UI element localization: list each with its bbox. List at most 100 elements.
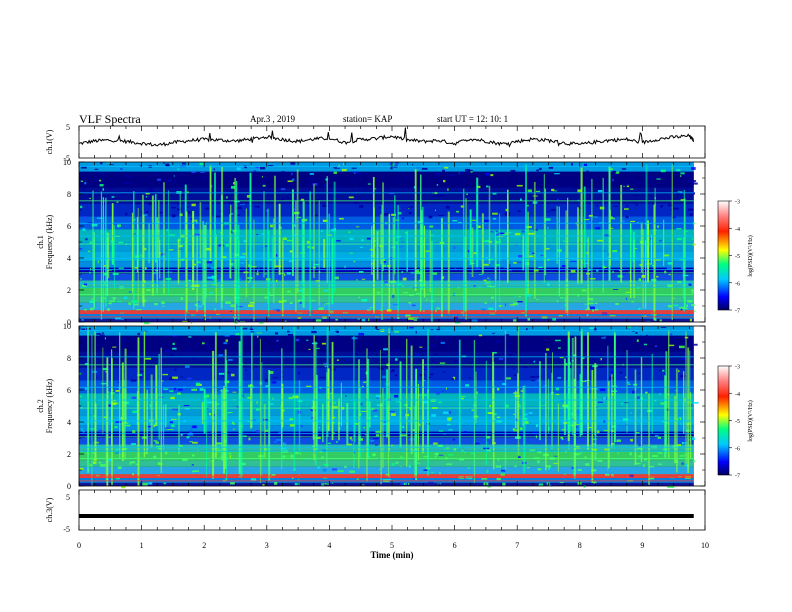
spectrogram-cell <box>257 184 260 187</box>
spectrogram-cell <box>549 271 553 273</box>
spectrogram-cell <box>489 405 491 407</box>
spectrogram-cell <box>322 449 328 452</box>
spectrogram-cell <box>625 216 629 219</box>
spectrogram-cell <box>250 342 256 345</box>
spectrogram-cell <box>184 365 190 369</box>
spectrogram-cell <box>128 177 132 178</box>
spectrogram-band <box>79 296 694 303</box>
spectrogram-cell <box>117 301 122 303</box>
spectrogram-cell <box>504 265 507 269</box>
cb1-tick-label: -7 <box>735 309 740 315</box>
spectrogram-cell <box>469 273 472 274</box>
spectrogram-cell <box>363 426 366 429</box>
spectrogram-cell <box>652 184 655 186</box>
spectrogram-cell <box>284 274 286 276</box>
spectrogram-cell <box>371 408 375 410</box>
spectrogram-cell <box>495 241 501 244</box>
spectrogram-cell <box>294 224 296 227</box>
spectrogram-cell <box>561 438 564 441</box>
spectrogram-cell <box>654 345 657 348</box>
cb2-tick-label: -4 <box>735 392 740 398</box>
spectrogram-cell <box>370 263 375 265</box>
spectrogram-cell <box>320 230 323 232</box>
spectrogram-cell <box>290 162 296 165</box>
spectrogram-cell <box>282 237 287 240</box>
spectrogram-cell <box>160 177 163 180</box>
spectrogram-cell <box>409 327 414 329</box>
spectrogram-cell <box>256 430 261 433</box>
spectrogram-cell <box>654 400 657 402</box>
spectrogram-cell <box>194 219 198 222</box>
spectrogram-cell <box>559 356 564 359</box>
spectrogram-cell <box>349 436 352 440</box>
spectrogram-cell <box>483 263 489 266</box>
spectrogram-burst <box>414 169 417 291</box>
spectrogram-cell <box>492 192 497 195</box>
spectrogram-burst <box>368 401 371 428</box>
spectrogram-cell <box>460 311 465 315</box>
spectrogram-cell <box>551 188 555 192</box>
spectrogram-cell <box>398 282 403 286</box>
spectrogram-cell <box>236 214 240 216</box>
spectrogram-cell <box>322 468 327 472</box>
spectrogram-cell <box>537 460 540 464</box>
spectrogram-cell <box>209 316 211 319</box>
spectrogram-line <box>79 433 694 435</box>
spectrogram-cell <box>265 209 269 212</box>
spectrogram-cell <box>401 217 405 220</box>
spectrogram-cell <box>355 423 358 425</box>
spectrogram-cell <box>150 423 157 425</box>
spectrogram-cell <box>115 390 120 392</box>
spectrogram-cell <box>395 461 399 464</box>
spectrogram-cell <box>451 378 454 381</box>
start-time-label: start UT = 12: 10: 1 <box>437 114 508 124</box>
spectrogram-cell <box>382 434 388 437</box>
spectrogram-cell <box>177 392 181 395</box>
spectrogram-cell <box>635 432 640 434</box>
spectrogram-cell <box>453 316 459 319</box>
spectrogram-cell <box>523 365 528 368</box>
spectrogram-cell <box>523 420 529 423</box>
spectrogram-cell <box>132 410 138 413</box>
spectrogram-cell <box>547 211 550 213</box>
spectrogram-cell <box>131 396 137 399</box>
spectrogram-burst <box>143 331 146 458</box>
spectrogram-cell <box>250 478 257 482</box>
spectrogram-cell <box>581 357 585 359</box>
spectrogram-cell <box>412 304 416 307</box>
spectrogram-cell <box>393 304 399 306</box>
spectrogram-cell <box>171 424 175 427</box>
spectrogram-cell <box>472 320 477 323</box>
cb1-tick-label: -5 <box>735 254 740 260</box>
spectrogram-cell <box>586 240 588 242</box>
spectrogram-cell <box>103 228 107 231</box>
spectrogram-cell <box>218 372 225 375</box>
spectrogram-cell <box>215 279 221 282</box>
spectrogram-line <box>79 243 694 245</box>
spectrogram-cell <box>231 421 234 424</box>
spectrogram-cell <box>626 204 628 208</box>
spectrogram-cell <box>632 390 637 394</box>
spectrogram-burst <box>137 337 140 486</box>
spectrogram-burst <box>282 240 284 317</box>
spectrogram-cell <box>667 485 673 488</box>
spectrogram-cell <box>589 306 595 310</box>
spectrogram-cell <box>80 166 87 169</box>
spectrogram-cell <box>584 217 589 220</box>
spectrogram-cell <box>401 271 404 274</box>
spectrogram-line <box>79 200 694 202</box>
spectrogram-cell <box>488 241 493 243</box>
spectrogram-cell <box>184 312 190 314</box>
spectrogram-cell <box>486 449 491 452</box>
spectrogram-cell <box>668 273 671 276</box>
spectrogram-cell <box>358 296 361 298</box>
spectrogram-cell <box>487 485 491 488</box>
spectrogram-cell <box>230 335 235 338</box>
spectrogram-cell <box>126 352 131 355</box>
spectrogram-cell <box>678 369 680 373</box>
spectrogram-cell <box>85 452 88 454</box>
spectrogram-cell <box>109 300 116 303</box>
spectrogram-burst <box>594 386 597 461</box>
spectrogram-cell <box>503 177 507 181</box>
spectrogram-cell <box>248 281 250 283</box>
